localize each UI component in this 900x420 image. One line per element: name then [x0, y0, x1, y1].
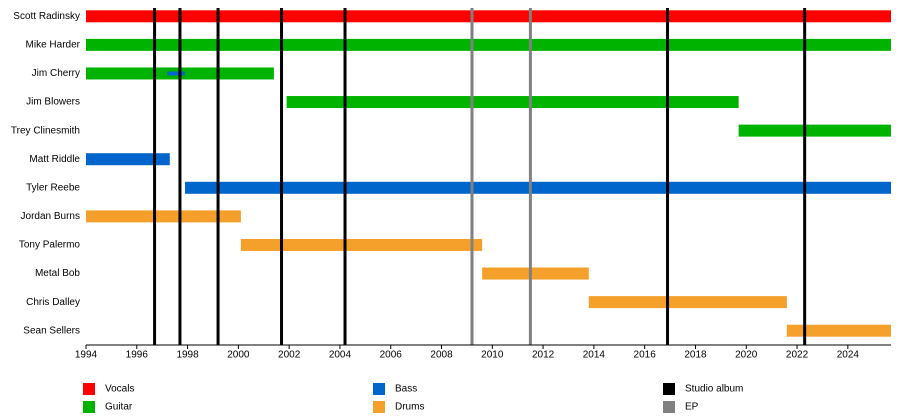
member-bar [86, 210, 241, 223]
x-tick-label: 1996 [126, 350, 149, 361]
member-bar [786, 324, 891, 337]
x-tick-label: 1998 [176, 350, 199, 361]
member-bar [482, 267, 589, 280]
x-tick-label: 2016 [634, 350, 657, 361]
x-tick-label: 1994 [75, 350, 98, 361]
legend-swatch [373, 401, 385, 413]
member-bar [86, 153, 170, 166]
member-bar [185, 181, 892, 194]
member-label: Tyler Reebe [26, 182, 80, 193]
member-bar [738, 124, 891, 137]
member-bar [286, 96, 739, 109]
member-label: Matt Riddle [29, 154, 80, 165]
member-label: Scott Radinsky [13, 11, 80, 22]
legend-label: Vocals [105, 384, 134, 395]
member-label: Tony Palermo [19, 240, 81, 251]
member-label: Jim Cherry [32, 68, 80, 79]
x-tick-label: 2014 [583, 350, 606, 361]
member-label: Jim Blowers [26, 97, 80, 108]
x-tick-label: 2018 [684, 350, 707, 361]
member-label: Mike Harder [26, 40, 81, 51]
member-bar [86, 38, 891, 51]
legend-swatch [83, 401, 95, 413]
legend-label: Studio album [685, 384, 743, 395]
legend-swatch [663, 401, 675, 413]
x-tick-label: 2020 [735, 350, 758, 361]
legend-label: Bass [395, 384, 417, 395]
member-label: Metal Bob [35, 268, 80, 279]
x-tick-label: 2002 [278, 350, 301, 361]
legend-swatch [373, 383, 385, 395]
member-label: Trey Clinesmith [11, 125, 80, 136]
legend-swatch [83, 383, 95, 395]
legend-label: Drums [395, 402, 424, 413]
x-tick-label: 2006 [380, 350, 403, 361]
x-tick-label: 2004 [329, 350, 352, 361]
member-label: Sean Sellers [23, 325, 80, 336]
member-bar [167, 71, 186, 76]
x-tick-label: 2022 [786, 350, 809, 361]
member-bar [588, 296, 787, 309]
x-tick-label: 2012 [532, 350, 555, 361]
legend-swatch [663, 383, 675, 395]
x-tick-label: 2010 [481, 350, 504, 361]
member-bar [240, 238, 483, 251]
member-label: Chris Dalley [26, 297, 80, 308]
legend-label: Guitar [105, 402, 133, 413]
member-label: Jordan Burns [21, 211, 80, 222]
x-tick-label: 2008 [430, 350, 453, 361]
legend-label: EP [685, 402, 699, 413]
x-tick-label: 2000 [227, 350, 250, 361]
x-tick-label: 2024 [837, 350, 860, 361]
member-bar [86, 10, 891, 23]
